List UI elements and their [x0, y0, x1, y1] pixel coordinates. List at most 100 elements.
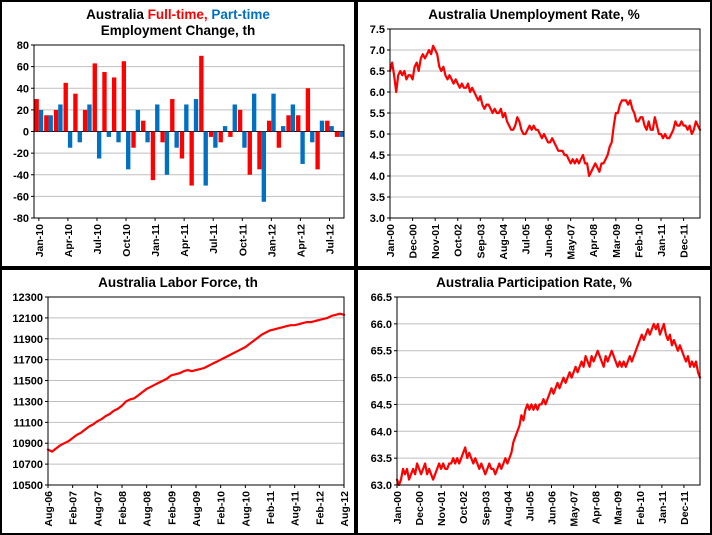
svg-text:Oct-02: Oct-02: [453, 224, 465, 257]
svg-text:66.0: 66.0: [371, 319, 392, 331]
svg-text:4.5: 4.5: [370, 150, 385, 162]
svg-text:May-07: May-07: [566, 224, 578, 260]
svg-text:Mar-09: Mar-09: [613, 491, 625, 525]
unemployment-rate-title: Australia Unemployment Rate, %: [428, 7, 640, 22]
svg-text:63.0: 63.0: [371, 480, 392, 492]
svg-text:May-07: May-07: [569, 491, 581, 527]
svg-text:10500: 10500: [12, 480, 43, 492]
employment-change-title: Australia Full-time, Part-time Employmen…: [4, 4, 352, 39]
title-part-full-time: Full-time,: [147, 7, 208, 22]
svg-text:65.0: 65.0: [371, 373, 392, 385]
svg-text:3.5: 3.5: [370, 192, 385, 204]
svg-text:12100: 12100: [12, 313, 43, 325]
svg-text:Feb-09: Feb-09: [166, 491, 178, 525]
panel-labor-force: Australia Labor Force, th 10500 10700 1090…: [0, 268, 356, 535]
svg-text:Dec-00: Dec-00: [414, 491, 426, 526]
svg-text:Dec-11: Dec-11: [679, 491, 691, 525]
svg-text:Feb-10: Feb-10: [635, 491, 647, 525]
svg-text:Dec-00: Dec-00: [408, 224, 420, 259]
svg-text:Oct-11: Oct-11: [237, 224, 249, 256]
svg-text:Jan-00: Jan-00: [385, 224, 397, 257]
svg-text:11100: 11100: [14, 417, 43, 429]
svg-text:3.0: 3.0: [370, 213, 385, 225]
svg-text:Apr-12: Apr-12: [295, 224, 307, 257]
svg-text:Aug-10: Aug-10: [240, 491, 252, 527]
svg-text:Feb-11: Feb-11: [265, 491, 277, 524]
employment-change-plot: -80 -60 -40 -20 0 20 40 60 80 Jan-10 Apr-10 Jul-10 O…: [13, 40, 345, 257]
svg-text:Jan-12: Jan-12: [266, 224, 278, 257]
svg-text:Feb-07: Feb-07: [68, 491, 80, 525]
svg-text:7.0: 7.0: [370, 45, 385, 57]
svg-text:Mar-09: Mar-09: [611, 224, 623, 258]
labor-force-chart: 10500 10700 10900 11100 11300 11500 11700 11900…: [4, 291, 352, 533]
svg-text:Nov-01: Nov-01: [430, 224, 442, 259]
svg-text:Jun-06: Jun-06: [543, 224, 555, 258]
svg-text:Feb-08: Feb-08: [117, 491, 129, 525]
svg-text:7.5: 7.5: [370, 24, 385, 36]
svg-text:Jul-10: Jul-10: [92, 224, 104, 255]
participation-rate-plot: 63.0 63.5 64.0 64.5 65.0 65.5 66.0 66.5 Jan-00 De…: [371, 292, 702, 527]
svg-text:Aug-06: Aug-06: [43, 491, 55, 527]
svg-text:Aug-07: Aug-07: [92, 491, 104, 527]
svg-text:0: 0: [23, 127, 29, 139]
svg-text:5.0: 5.0: [370, 129, 385, 141]
svg-text:Aug-09: Aug-09: [191, 491, 203, 527]
svg-text:11500: 11500: [13, 376, 43, 388]
svg-text:10700: 10700: [12, 459, 43, 471]
svg-text:Jan-11: Jan-11: [657, 491, 669, 524]
svg-text:11700: 11700: [13, 355, 43, 367]
svg-text:-20: -20: [13, 148, 29, 160]
svg-text:40: 40: [17, 83, 29, 95]
svg-text:60: 60: [17, 62, 29, 74]
svg-text:-80: -80: [13, 213, 29, 225]
svg-text:Aug-04: Aug-04: [498, 224, 510, 260]
svg-text:Oct-10: Oct-10: [121, 224, 133, 257]
svg-text:Jul-11: Jul-11: [208, 224, 220, 254]
svg-text:11300: 11300: [13, 396, 43, 408]
employment-change-chart: -80 -60 -40 -20 0 20 40 60 80 Jan-10 Apr-10 Jul-10 O…: [4, 39, 352, 266]
svg-text:Apr-11: Apr-11: [179, 224, 191, 257]
svg-text:-40: -40: [13, 170, 29, 182]
svg-text:80: 80: [17, 40, 29, 52]
svg-text:Apr-10: Apr-10: [63, 224, 75, 257]
panel-participation-rate: Australia Participation Rate, % 63.0 63.5…: [356, 268, 712, 535]
svg-text:Jan-00: Jan-00: [392, 491, 404, 524]
svg-text:Jul-05: Jul-05: [520, 224, 532, 255]
svg-text:11900: 11900: [13, 334, 43, 346]
svg-text:Jun-06: Jun-06: [547, 491, 559, 525]
unemployment-rate-chart: 3.0 3.5 4.0 4.5 5.0 5.5 6.0 6.5 7.0 7.5 Jan-00 Dec-…: [360, 23, 708, 266]
svg-text:Aug-11: Aug-11: [290, 491, 302, 526]
title-part-part-time: Part-time: [207, 7, 270, 22]
svg-text:66.5: 66.5: [371, 292, 392, 304]
svg-text:63.5: 63.5: [371, 453, 392, 465]
svg-text:Oct-02: Oct-02: [458, 491, 470, 524]
svg-text:Feb-10: Feb-10: [633, 224, 645, 258]
labor-force-plot: 10500 10700 10900 11100 11300 11500 11700 11900…: [12, 292, 351, 527]
svg-text:Sep-03: Sep-03: [475, 224, 487, 259]
svg-text:-60: -60: [13, 191, 29, 203]
svg-text:Nov-01: Nov-01: [436, 491, 448, 526]
svg-text:Apr-08: Apr-08: [591, 491, 603, 524]
svg-text:Aug-04: Aug-04: [502, 491, 514, 527]
employment-title-line-2: Employment Change, th: [100, 23, 256, 38]
svg-text:20: 20: [17, 105, 29, 117]
svg-text:Apr-08: Apr-08: [588, 224, 600, 257]
svg-text:Jan-11: Jan-11: [656, 224, 668, 257]
svg-text:Jan-11: Jan-11: [150, 224, 162, 257]
panel-unemployment-rate: Australia Unemployment Rate, % 3.0 3.5 4.0…: [356, 0, 712, 268]
svg-text:Feb-10: Feb-10: [216, 491, 228, 525]
svg-text:5.5: 5.5: [370, 108, 385, 120]
svg-text:Jul-05: Jul-05: [524, 491, 536, 522]
unemployment-rate-plot: 3.0 3.5 4.0 4.5 5.0 5.5 6.0 6.5 7.0 7.5 Jan-00 Dec-…: [370, 24, 702, 260]
svg-text:Dec-11: Dec-11: [679, 224, 691, 258]
svg-text:Jul-12: Jul-12: [324, 224, 336, 255]
svg-text:Aug-08: Aug-08: [142, 491, 154, 527]
svg-text:10900: 10900: [12, 438, 43, 450]
svg-text:12300: 12300: [12, 292, 43, 304]
labor-force-title: Australia Labor Force, th: [98, 275, 258, 290]
svg-text:Sep-03: Sep-03: [480, 491, 492, 526]
title-part-australia: Australia: [86, 7, 148, 22]
svg-text:6.0: 6.0: [370, 87, 385, 99]
participation-rate-title: Australia Participation Rate, %: [436, 275, 632, 290]
